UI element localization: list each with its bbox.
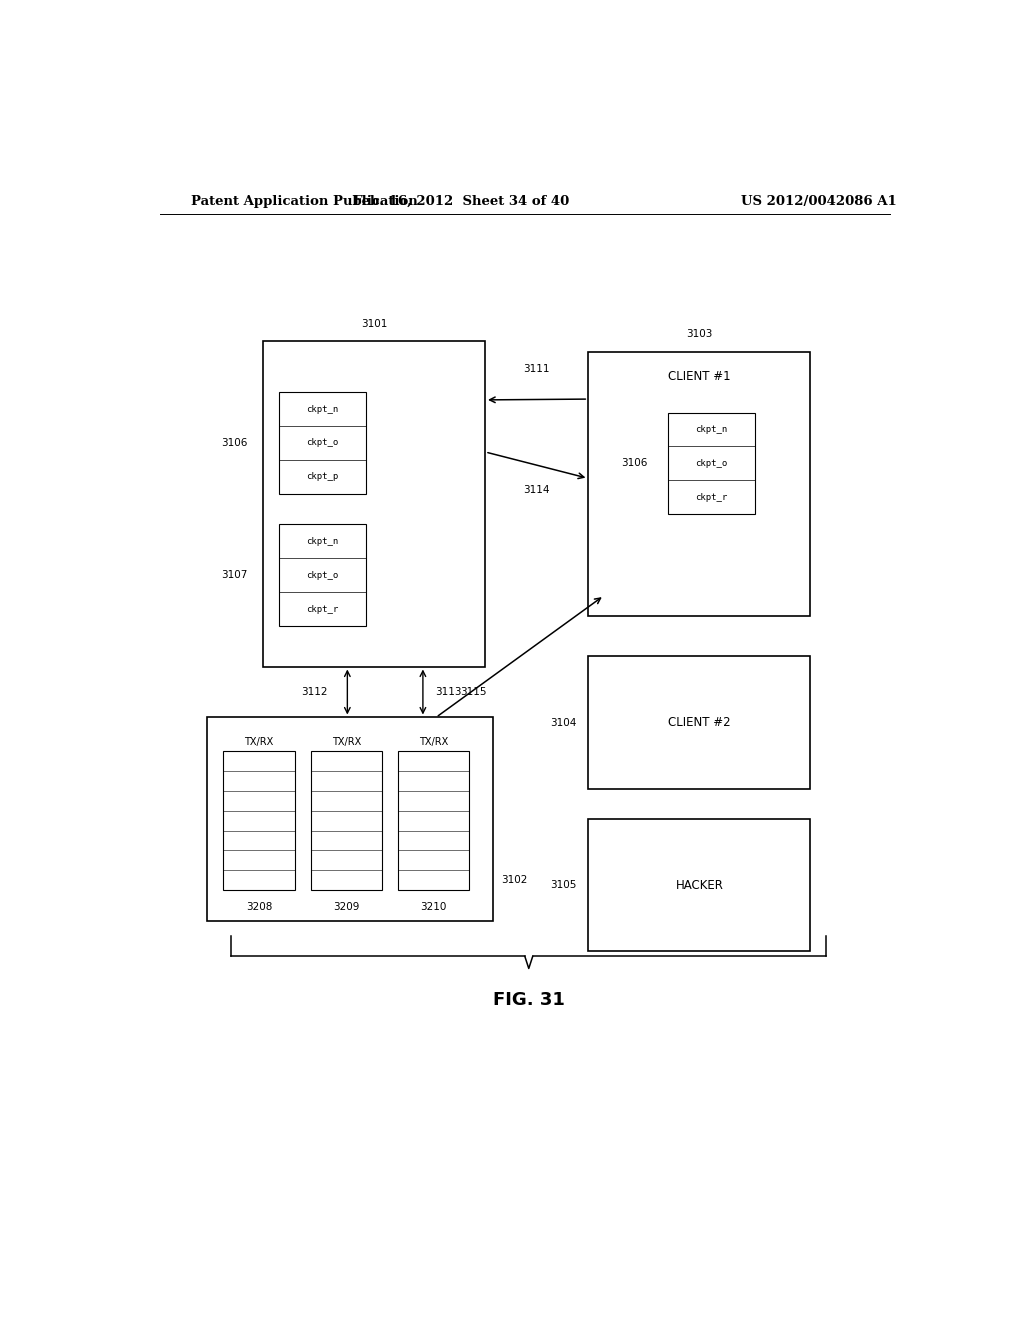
Bar <box>207 718 494 921</box>
Text: 3102: 3102 <box>501 875 527 884</box>
Text: TX/RX: TX/RX <box>419 737 449 747</box>
Text: FIG. 31: FIG. 31 <box>493 991 564 1008</box>
Text: ckpt_p: ckpt_p <box>306 473 339 482</box>
Bar <box>668 413 755 515</box>
Text: CLIENT #2: CLIENT #2 <box>668 715 731 729</box>
Text: 3106: 3106 <box>622 458 648 469</box>
Text: ckpt_r: ckpt_r <box>695 492 727 502</box>
Text: 3101: 3101 <box>360 319 387 329</box>
Text: ckpt_o: ckpt_o <box>306 438 339 447</box>
Text: 3112: 3112 <box>301 686 328 697</box>
Text: 3208: 3208 <box>246 903 272 912</box>
Bar <box>223 751 295 890</box>
Text: 3115: 3115 <box>460 688 486 697</box>
Bar <box>263 342 485 667</box>
Text: 3209: 3209 <box>333 903 359 912</box>
Bar <box>279 392 367 494</box>
Bar <box>310 751 382 890</box>
Text: 3107: 3107 <box>220 570 247 579</box>
Text: ckpt_n: ckpt_n <box>695 425 727 434</box>
Text: 3106: 3106 <box>220 438 247 447</box>
Text: US 2012/0042086 A1: US 2012/0042086 A1 <box>740 194 896 207</box>
Text: ckpt_n: ckpt_n <box>306 405 339 413</box>
Text: ckpt_n: ckpt_n <box>306 537 339 545</box>
Text: 3111: 3111 <box>523 364 550 375</box>
Text: Patent Application Publication: Patent Application Publication <box>191 194 418 207</box>
Text: Feb. 16, 2012  Sheet 34 of 40: Feb. 16, 2012 Sheet 34 of 40 <box>353 194 569 207</box>
Text: 3210: 3210 <box>420 903 446 912</box>
Text: 3114: 3114 <box>523 486 550 495</box>
Text: 3103: 3103 <box>686 329 713 339</box>
Text: ckpt_o: ckpt_o <box>306 570 339 579</box>
Text: TX/RX: TX/RX <box>245 737 273 747</box>
Text: 3104: 3104 <box>550 718 577 727</box>
Text: CLIENT #1: CLIENT #1 <box>668 371 731 383</box>
Text: ckpt_o: ckpt_o <box>695 459 727 467</box>
Text: TX/RX: TX/RX <box>332 737 360 747</box>
Text: 3105: 3105 <box>550 880 577 890</box>
Text: ckpt_r: ckpt_r <box>306 605 339 614</box>
Bar <box>588 351 811 615</box>
Text: HACKER: HACKER <box>676 879 723 891</box>
Text: 3113: 3113 <box>435 686 461 697</box>
Bar <box>588 818 811 952</box>
Bar <box>397 751 469 890</box>
Bar <box>279 524 367 626</box>
Bar <box>588 656 811 788</box>
